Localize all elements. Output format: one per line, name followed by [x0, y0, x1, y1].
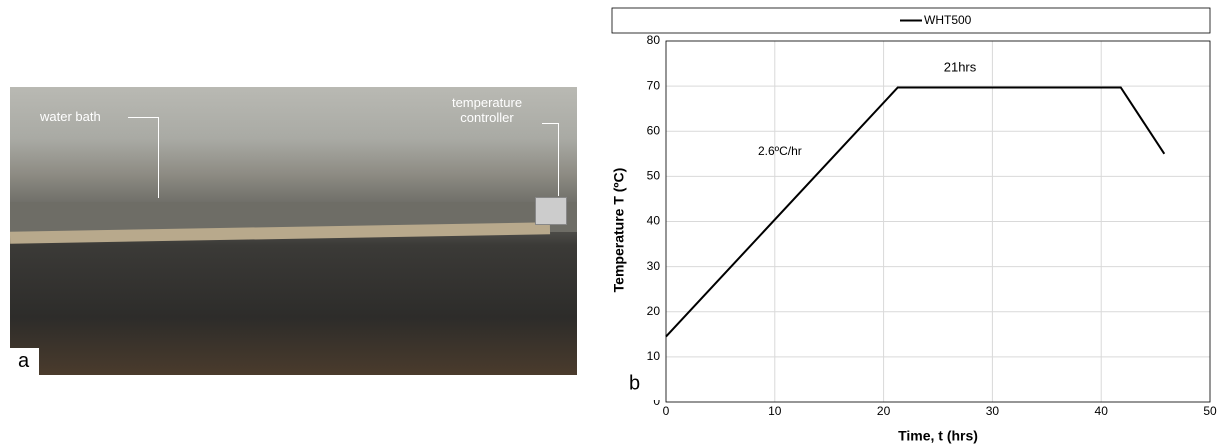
panel-label: a — [10, 348, 40, 375]
y-tick-label: 10 — [647, 349, 661, 363]
line — [665, 86, 1166, 338]
photo-label: temperature controller — [451, 95, 523, 125]
y-tick-label: 40 — [647, 214, 661, 228]
y-tick-label: 0 — [653, 394, 660, 408]
legend-label: WHT500 — [924, 13, 972, 27]
plot-frame — [665, 40, 1211, 403]
y-tick-label: 80 — [647, 33, 661, 47]
x-tick-label: 10 — [768, 404, 782, 418]
x-tick-label: 0 — [663, 404, 670, 418]
y-tick-label: 50 — [647, 169, 661, 183]
panel-label: b — [629, 372, 640, 394]
y-tick-label: 70 — [647, 78, 661, 92]
leader-line — [542, 123, 559, 196]
x-tick-label: 40 — [1095, 404, 1109, 418]
controller — [535, 197, 567, 225]
leader-line — [128, 117, 159, 198]
y-tick-label: 30 — [647, 259, 661, 273]
photo-label: water bath — [40, 109, 101, 124]
y-tick-label: 20 — [647, 304, 661, 318]
x-tick-label: 20 — [877, 404, 891, 418]
annotation: 21hrs — [944, 59, 977, 74]
y-axis-label: Temperature T (ºC) — [611, 168, 627, 293]
x-tick-label: 50 — [1203, 404, 1217, 418]
annotation: 2.6ºC/hr — [758, 144, 802, 158]
photo: water bath temperature controller a — [10, 87, 577, 375]
x-tick-label: 30 — [986, 404, 1000, 418]
panel-label-bg — [626, 372, 664, 400]
y-tick-label: 60 — [647, 123, 661, 137]
x-axis-label: Time, t (hrs) — [898, 428, 978, 444]
